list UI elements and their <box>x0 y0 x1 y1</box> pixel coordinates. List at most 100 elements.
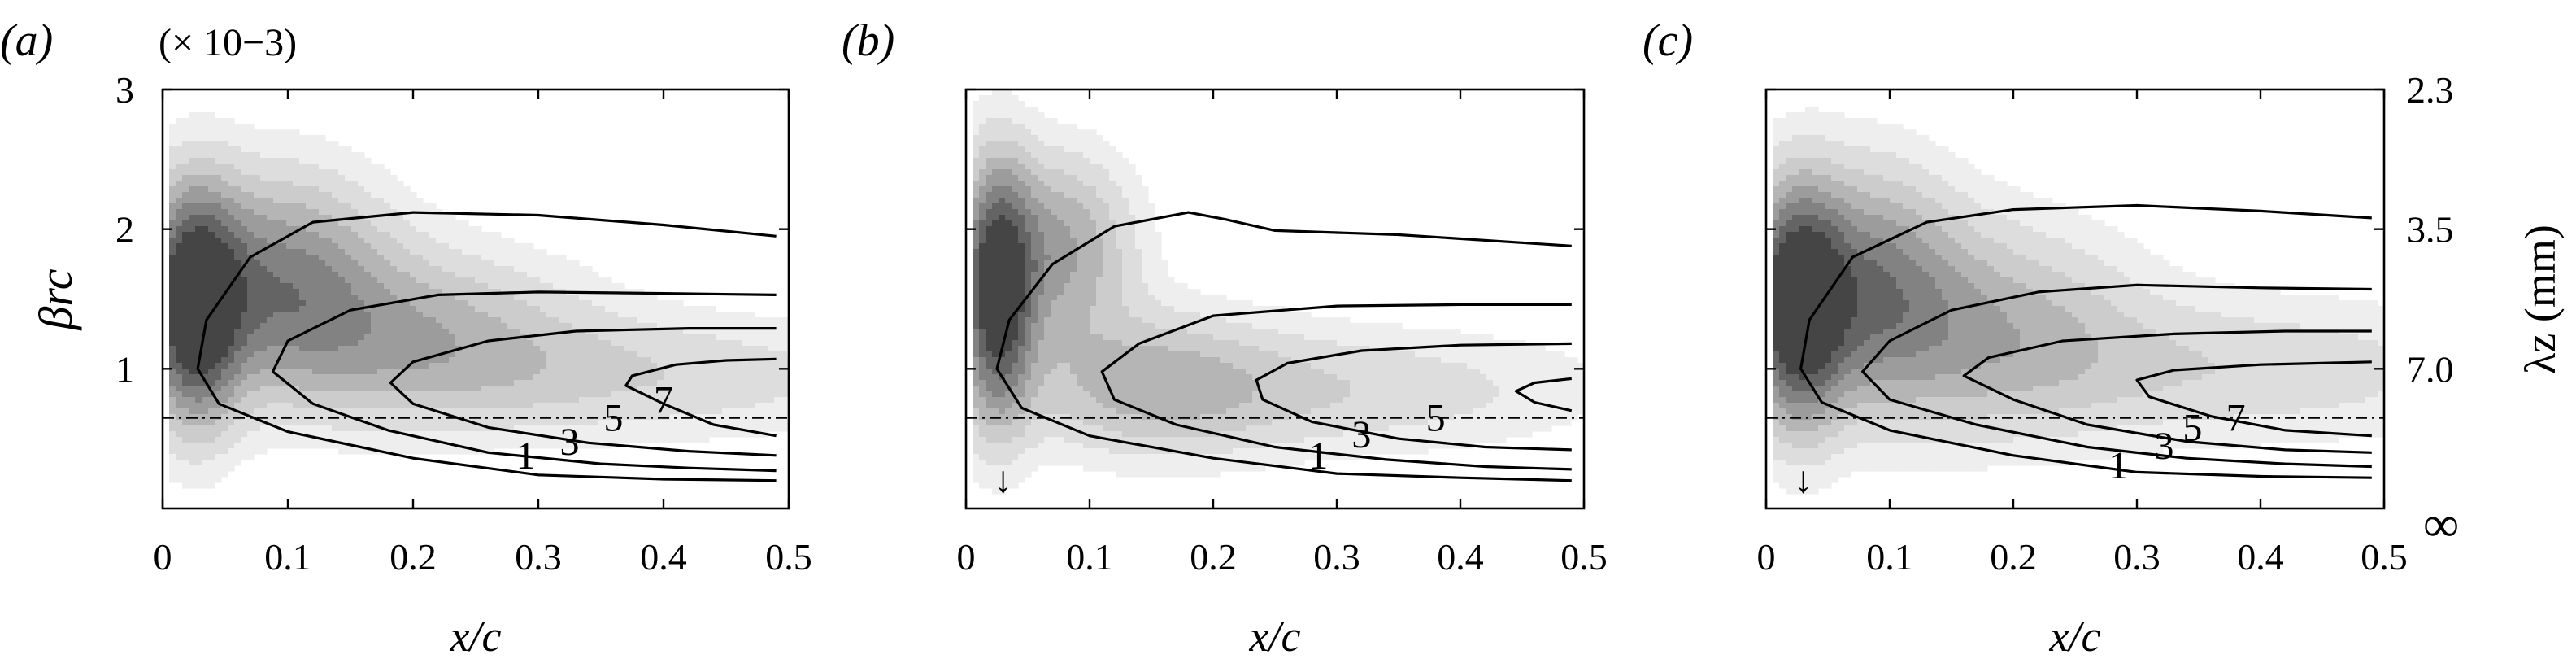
heat-cell <box>410 300 417 307</box>
heat-cell <box>579 403 586 409</box>
heat-cell <box>559 312 567 318</box>
heat-cell <box>390 443 398 449</box>
heat-cell <box>1077 192 1084 199</box>
heat-cell <box>202 266 209 273</box>
heat-cell <box>1116 272 1123 278</box>
heat-cell <box>247 454 255 460</box>
heat-cell <box>553 374 560 381</box>
heat-cell <box>475 329 482 335</box>
heat-cell <box>176 277 183 284</box>
heat-cell <box>215 386 222 392</box>
heat-cell <box>319 397 326 404</box>
heat-cell <box>585 443 593 449</box>
heat-cell <box>208 369 215 375</box>
heat-cell <box>611 329 619 335</box>
heat-cell <box>306 431 313 438</box>
heat-cell <box>761 397 768 404</box>
heat-cell <box>280 192 287 199</box>
heat-cell <box>221 443 228 449</box>
heat-cell <box>1207 300 1214 307</box>
heat-cell <box>195 454 202 460</box>
heat-cell <box>520 386 528 392</box>
heat-cell <box>592 334 599 341</box>
heat-cell <box>202 220 209 227</box>
heat-cell <box>1168 295 1175 301</box>
heat-cell <box>403 448 411 455</box>
heat-cell <box>979 232 986 238</box>
heat-cell <box>267 152 274 159</box>
heat-cell <box>319 186 326 193</box>
heat-cell <box>410 232 417 238</box>
heat-cell <box>423 283 430 290</box>
heat-cell <box>182 249 189 255</box>
heat-cell <box>1161 312 1168 318</box>
heat-cell <box>598 397 606 404</box>
heat-cell <box>397 374 404 381</box>
heat-cell <box>384 374 391 381</box>
heat-cell <box>384 232 391 238</box>
heat-cell <box>703 397 710 404</box>
heat-cell <box>319 357 326 364</box>
heat-cell <box>598 300 606 307</box>
heat-cell <box>189 129 196 136</box>
heat-cell <box>1103 209 1110 216</box>
heat-cell <box>416 277 424 284</box>
heat-cell <box>215 369 222 375</box>
heat-cell <box>325 363 333 369</box>
heat-cell <box>553 380 560 386</box>
heat-cell <box>703 386 710 392</box>
heat-cell <box>1168 283 1175 290</box>
heat-cell <box>494 277 502 284</box>
heat-cell <box>748 334 755 341</box>
heat-cell <box>371 437 378 443</box>
heat-cell <box>677 323 684 329</box>
heat-cell <box>228 192 235 199</box>
heat-cell <box>351 249 359 255</box>
heat-cell <box>462 243 469 250</box>
heat-cell <box>1148 283 1155 290</box>
heat-cell <box>462 448 469 455</box>
heat-cell <box>520 266 528 273</box>
heat-cell <box>273 431 281 438</box>
heat-cell <box>442 215 450 221</box>
heat-cell <box>351 209 359 216</box>
heat-cell <box>234 323 242 329</box>
heat-cell <box>992 95 999 102</box>
heat-cell <box>254 437 261 443</box>
heat-cell <box>338 152 346 159</box>
heat-cell <box>325 238 333 244</box>
heat-cell <box>221 380 228 386</box>
heat-cell <box>455 238 463 244</box>
heat-cell <box>1031 272 1038 278</box>
heat-cell <box>449 243 456 250</box>
heat-cell <box>247 266 255 273</box>
heat-cell <box>579 437 586 443</box>
heat-cell <box>520 420 528 426</box>
heat-cell <box>429 369 437 375</box>
heat-cell <box>286 431 294 438</box>
heat-cell <box>651 346 658 352</box>
heat-cell <box>280 351 287 358</box>
heat-cell <box>611 386 619 392</box>
heat-cell <box>992 198 999 204</box>
heat-cell <box>254 340 261 347</box>
heat-cell <box>286 437 294 443</box>
panel-b: 1 3 50 0.1 0.2 0.3 0.4 0.5x/c(b)↓ <box>842 15 1608 661</box>
heat-cell <box>533 403 541 409</box>
heat-cell <box>241 425 248 432</box>
heat-cell <box>992 238 999 244</box>
heat-cell <box>1122 260 1129 267</box>
heat-cell <box>488 391 495 398</box>
heat-cell <box>514 363 521 369</box>
heat-cell <box>338 266 346 273</box>
heat-cell <box>397 209 404 216</box>
heat-cell <box>1109 295 1116 301</box>
heat-cell <box>397 272 404 278</box>
heat-cell <box>410 425 417 432</box>
heat-cell <box>696 317 703 324</box>
heat-cell <box>1070 232 1077 238</box>
heat-cell <box>319 317 326 324</box>
heat-cell <box>1103 141 1110 147</box>
heat-cell <box>299 260 307 267</box>
